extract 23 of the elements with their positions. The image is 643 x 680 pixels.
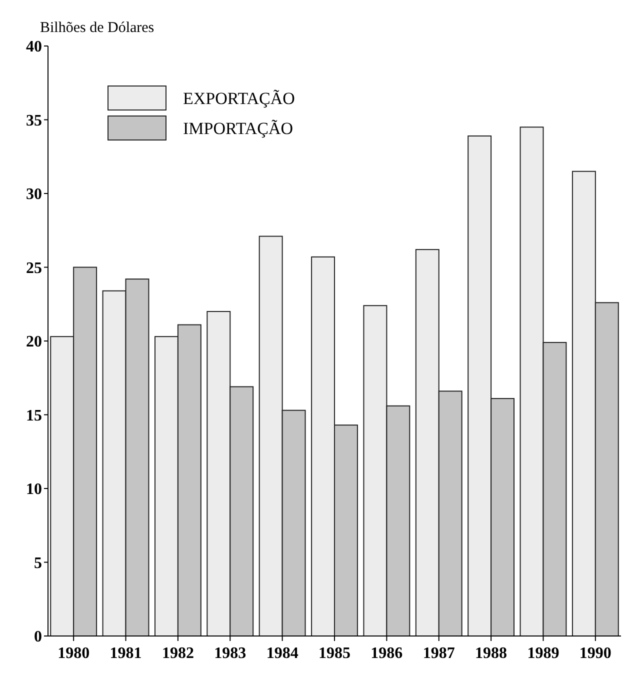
x-tick-label: 1984: [266, 645, 298, 662]
y-tick-label: 25: [26, 260, 42, 277]
y-axis-title: Bilhões de Dólares: [40, 20, 154, 36]
legend-label: EXPORTAÇÃO: [183, 89, 295, 108]
y-tick-label: 20: [26, 334, 42, 351]
y-tick-label: 10: [26, 481, 42, 498]
x-tick-label: 1988: [475, 645, 508, 662]
y-tick-label: 35: [26, 112, 42, 130]
x-tick-label: 1990: [579, 645, 612, 662]
x-tick-label: 1982: [162, 645, 194, 662]
y-tick-label: 30: [26, 186, 42, 204]
x-tick-label: 1987: [422, 645, 455, 662]
x-tick-label: 1986: [370, 645, 403, 662]
y-tick-label: 40: [26, 38, 42, 56]
x-tick-label: 1980: [58, 645, 90, 662]
x-tick-label: 1983: [214, 645, 246, 662]
x-tick-label: 1985: [318, 645, 350, 662]
x-tick-label: 1989: [527, 645, 560, 662]
x-tick-label: 1981: [110, 645, 142, 662]
y-tick-label: 0: [34, 628, 42, 646]
y-tick-label: 15: [26, 407, 42, 424]
y-tick-label: 5: [34, 554, 42, 572]
legend-label: IMPORTAÇÃO: [183, 119, 294, 138]
